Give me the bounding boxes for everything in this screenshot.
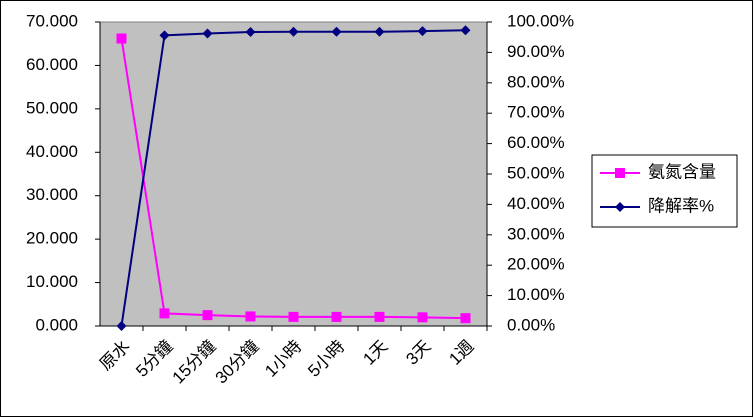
data-point <box>331 26 342 37</box>
y2-tick-label: 30.00% <box>507 224 565 243</box>
y2-tick-label: 0.00% <box>507 315 555 334</box>
data-point <box>202 310 213 321</box>
y-tick-label: 10.000 <box>26 272 78 291</box>
y-tick-label: 70.000 <box>26 11 78 30</box>
data-point <box>116 33 127 44</box>
legend-box <box>591 154 738 228</box>
data-point <box>116 321 127 331</box>
y2-tick-label: 70.00% <box>507 103 565 122</box>
legend-marker <box>615 168 625 178</box>
data-point <box>374 26 385 37</box>
y-tick-label: 30.000 <box>26 185 78 204</box>
data-point <box>417 26 428 37</box>
y2-tick-label: 10.00% <box>507 285 565 304</box>
data-point <box>245 311 256 322</box>
y-tick-label: 50.000 <box>26 98 78 117</box>
y2-tick-label: 20.00% <box>507 255 565 274</box>
y2-tick-label: 40.00% <box>507 194 565 213</box>
y2-tick-label: 100.00% <box>507 11 574 30</box>
y2-tick-label: 80.00% <box>507 72 565 91</box>
y2-tick-label: 90.00% <box>507 42 565 61</box>
data-point <box>288 26 299 37</box>
data-point <box>460 25 471 36</box>
data-point <box>202 28 213 39</box>
y-tick-label: 20.000 <box>26 229 78 248</box>
data-point <box>417 312 428 323</box>
plot-area <box>99 21 488 327</box>
data-point <box>288 311 299 322</box>
data-point <box>460 313 471 324</box>
legend-label: 降解率% <box>648 196 714 215</box>
data-point <box>159 30 170 41</box>
y2-tick-label: 60.00% <box>507 133 565 152</box>
data-point <box>331 311 342 322</box>
data-point <box>374 311 385 322</box>
y-tick-label: 0.000 <box>35 315 78 334</box>
y2-tick-label: 50.00% <box>507 163 565 182</box>
legend-marker <box>615 202 625 212</box>
data-point <box>159 308 170 319</box>
y-tick-label: 60.000 <box>26 55 78 74</box>
data-point <box>245 27 256 38</box>
y-tick-label: 40.000 <box>26 142 78 161</box>
legend-label: 氨氮含量 <box>648 162 716 181</box>
